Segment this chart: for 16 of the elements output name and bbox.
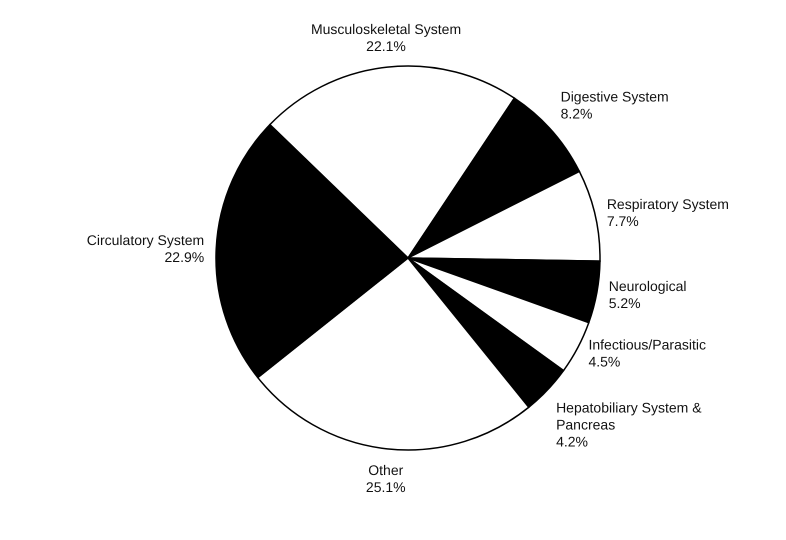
data-label: 25.1%: [366, 478, 406, 495]
data-label: 7.7%: [606, 212, 639, 229]
data-label: 4.5%: [588, 354, 620, 370]
slice-label: Respiratory System: [606, 196, 729, 212]
slice-label: Other: [368, 462, 404, 478]
slice-label: Neurological: [608, 278, 687, 294]
slice-label: Infectious/Parasitic: [588, 336, 706, 353]
data-label: 22.9%: [164, 248, 204, 265]
data-label: 8.2%: [560, 106, 593, 122]
data-label: 5.2%: [608, 295, 641, 311]
slice-label: Digestive System: [560, 88, 669, 105]
slice-label: Hepatobiliary System & Pancreas: [556, 399, 702, 432]
slice-label: Circulatory System: [86, 232, 204, 248]
data-label: 22.1%: [366, 38, 406, 54]
data-label: 4.2%: [556, 433, 588, 450]
slice-label: Musculoskeletal System: [310, 21, 462, 38]
